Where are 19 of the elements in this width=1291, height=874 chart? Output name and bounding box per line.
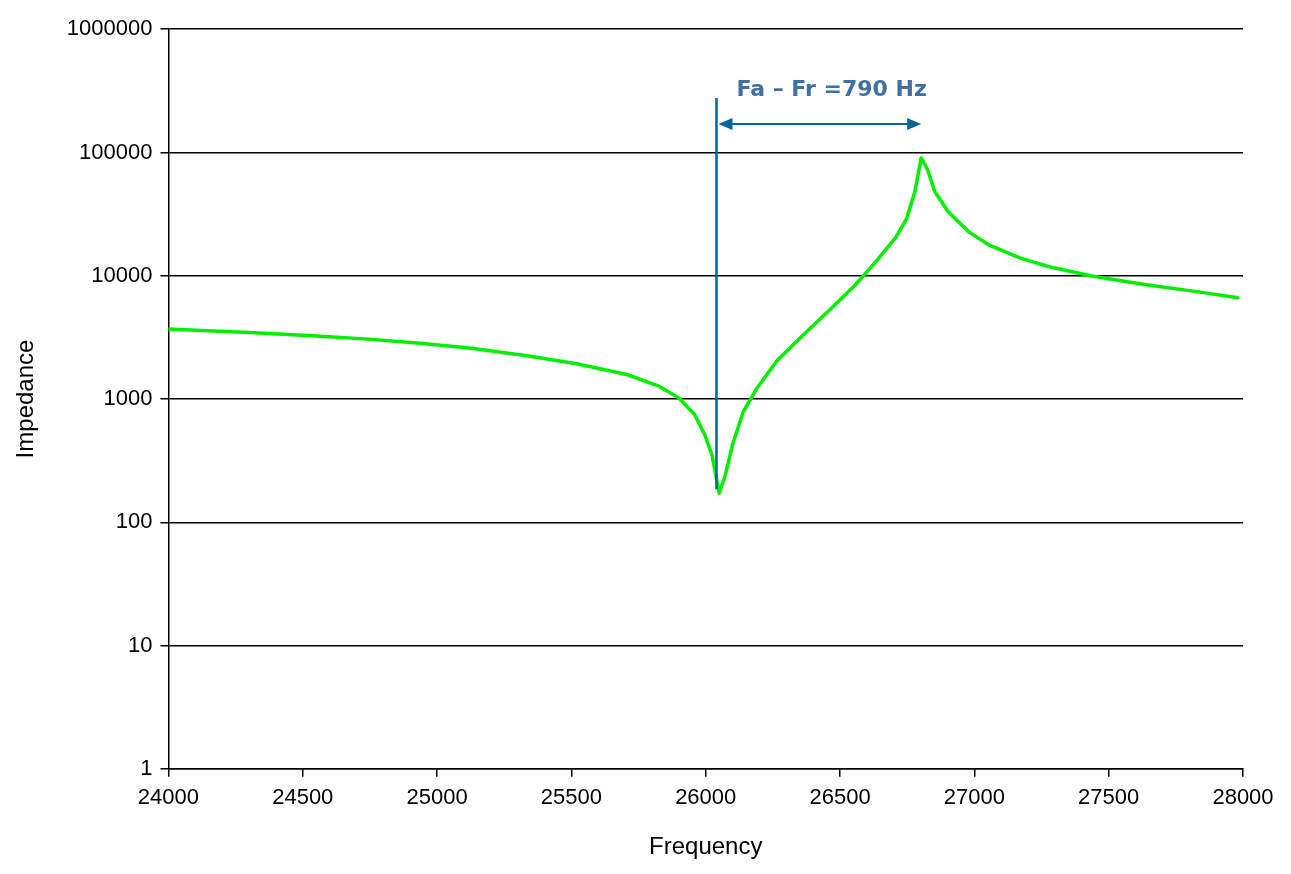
y-tick-label: 1000000: [66, 15, 153, 41]
x-axis-title: Frequency: [649, 832, 763, 860]
y-tick-label: 100000: [79, 138, 153, 164]
x-tick-label: 24000: [137, 784, 200, 810]
y-tick-label: 10000: [91, 261, 153, 287]
x-tick-label: 24500: [272, 784, 334, 810]
y-axis-title: Impedance: [11, 339, 39, 459]
x-tick-label: 25500: [540, 784, 602, 810]
annotation: Fa – Fr =790 Hz: [736, 75, 927, 101]
x-tick-label: 27500: [1078, 784, 1140, 810]
x-tick-label: 26500: [809, 784, 871, 810]
y-tick-label: 100: [115, 508, 153, 534]
y-tick-label: 1: [140, 754, 153, 780]
x-tick-label: 26000: [675, 784, 737, 810]
y-tick-label: 10: [127, 631, 153, 657]
x-tick-label: 28000: [1212, 784, 1274, 810]
x-tick-label: 27000: [943, 784, 1005, 810]
y-tick-label: 1000: [103, 385, 153, 411]
x-tick-label: 25000: [406, 784, 468, 810]
